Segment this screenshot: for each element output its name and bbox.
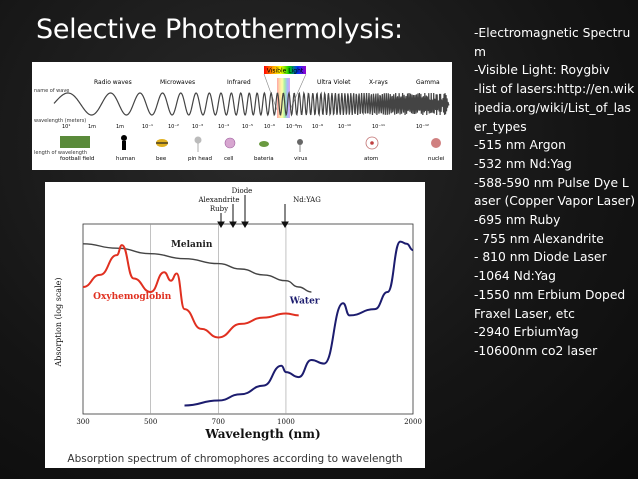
tick-label: 1m — [116, 124, 124, 130]
x-tick-label: 2000 — [404, 418, 422, 426]
object-label: pin head — [188, 156, 212, 162]
y-axis-label: Absorption (log scale) — [54, 278, 63, 368]
absorption-chart-svg: 300 500 700 1000 2000 Wavelength (nm) Absorp… — [54, 187, 422, 441]
note-item: -Electromagnetic Spectrum — [474, 26, 631, 59]
laser-notes-list: -Electromagnetic Spectrum -Visible Light… — [474, 24, 636, 361]
note-item: -515 nm Argon — [474, 138, 566, 153]
note-item: -1550 nm Erbium Doped Fraxel Laser, etc — [474, 287, 626, 321]
x-tick-label: 1000 — [277, 418, 295, 426]
bacteria-icon — [259, 141, 269, 147]
em-spectrum-figure: name of wave wavelength (meters) length … — [32, 62, 452, 170]
nuclei-icon — [431, 138, 441, 148]
visible-light-label: Visible Light — [267, 68, 304, 75]
note-item: -list of lasers:http://en.wikipedia.org/… — [474, 82, 635, 134]
band-infrared: Infrared — [227, 79, 251, 86]
annotation-alexandrite: Alexandrite — [197, 196, 239, 204]
laser-arrows — [217, 195, 289, 228]
band-microwaves: Microwaves — [160, 79, 195, 86]
slide-title: Selective Photothermolysis: — [36, 14, 403, 45]
object-label: nuclei — [428, 156, 445, 162]
note-item: -Visible Light: Roygbiv — [474, 63, 610, 78]
band-uv: Ultra Violet — [317, 79, 351, 86]
x-tick-label: 500 — [144, 418, 157, 426]
cell-icon — [224, 137, 236, 149]
annotation-ndyag: Nd:YAG — [293, 196, 321, 204]
row-label-length: length of wavelength — [34, 150, 87, 156]
football-field-icon — [60, 136, 90, 148]
object-label: cell — [224, 156, 234, 162]
object-label: football field — [60, 156, 94, 162]
band-xrays: X-rays — [369, 79, 388, 86]
wavelength-ticks: 10¹ 1m 1m 10⁻¹ 10⁻² 10⁻³ 10⁻⁴ 10⁻⁵ 10⁻⁶ … — [62, 124, 429, 130]
tick-label: 10⁻⁹ — [312, 124, 323, 130]
annotation-ruby: Ruby — [210, 205, 228, 213]
arrow-icon — [241, 221, 249, 228]
tick-label: 10⁻⁶ — [264, 124, 275, 130]
tick-label: 10⁻¹¹ — [372, 124, 385, 130]
x-tick-label: 700 — [212, 418, 225, 426]
human-icon — [121, 135, 127, 141]
series-line-water — [184, 240, 414, 407]
arrow-icon — [217, 221, 225, 228]
series-label-melanin: Melanin — [171, 240, 213, 250]
object-labels: football field human bee pin head cell b… — [60, 156, 445, 162]
tick-label: 10⁻¹² — [416, 124, 429, 130]
tick-label: 10¹ — [62, 124, 70, 130]
object-label: bee — [156, 156, 167, 162]
absorption-chart: 300 500 700 1000 2000 Wavelength (nm) Absorp… — [45, 182, 425, 450]
vertical-gridlines — [150, 224, 287, 414]
note-item: -10600nm co2 laser — [474, 343, 598, 358]
tick-label: 10⁻⁸m — [286, 124, 302, 130]
tick-label: 10⁻² — [168, 124, 179, 130]
note-item: -1064 Nd:Yag — [474, 269, 556, 284]
note-item: - 810 nm Diode Laser — [474, 250, 607, 265]
em-wave-line — [53, 91, 450, 117]
tick-label: 10⁻⁵ — [242, 124, 253, 130]
x-tick-label: 300 — [76, 418, 89, 426]
virus-icon — [297, 139, 303, 145]
series-label-water: Water — [289, 296, 320, 306]
series-line-oxyhemoglobin — [82, 244, 299, 339]
object-label: bateria — [254, 156, 274, 162]
object-label: human — [116, 156, 136, 162]
row-label-meters: wavelength (meters) — [34, 118, 86, 124]
pin-head-icon — [194, 136, 202, 144]
band-gamma: Gamma — [416, 79, 440, 86]
band-radio: Radio waves — [94, 79, 132, 86]
plot-frame — [82, 223, 414, 415]
note-item: -532 nm Nd:Yag — [474, 156, 572, 171]
tick-label: 10⁻¹⁰ — [338, 124, 351, 130]
arrow-icon — [229, 221, 237, 228]
tick-label: 10⁻⁴ — [218, 124, 229, 130]
object-label: atom — [364, 156, 378, 162]
row-label-wave: name of wave — [34, 88, 69, 94]
x-axis-label: Wavelength (nm) — [204, 427, 320, 441]
note-item: -2940 ErbiumYag — [474, 325, 579, 340]
x-tick-labels: 300 500 700 1000 2000 — [76, 418, 422, 426]
em-spectrum-svg: name of wave wavelength (meters) length … — [32, 62, 452, 162]
arrow-icon — [281, 221, 289, 228]
atom-icon — [365, 136, 379, 150]
series-line-melanin — [82, 243, 312, 293]
note-item: -695 nm Ruby — [474, 213, 561, 228]
annotation-diode: Diode — [232, 187, 253, 195]
note-item: -588-590 nm Pulse Dye Laser (Copper Vapo… — [474, 175, 636, 209]
object-label: virus — [294, 156, 308, 162]
tick-label: 10⁻³ — [192, 124, 203, 130]
series-label-oxyhemoglobin: Oxyhemoglobin — [93, 292, 172, 302]
note-item: - 755 nm Alexandrite — [474, 231, 604, 246]
tick-label: 1m — [88, 124, 96, 130]
tick-label: 10⁻¹ — [142, 124, 153, 130]
chart-caption: Absorption spectrum of chromophores acco… — [45, 450, 425, 468]
series-lines — [82, 240, 414, 407]
visible-light-band — [264, 66, 306, 74]
